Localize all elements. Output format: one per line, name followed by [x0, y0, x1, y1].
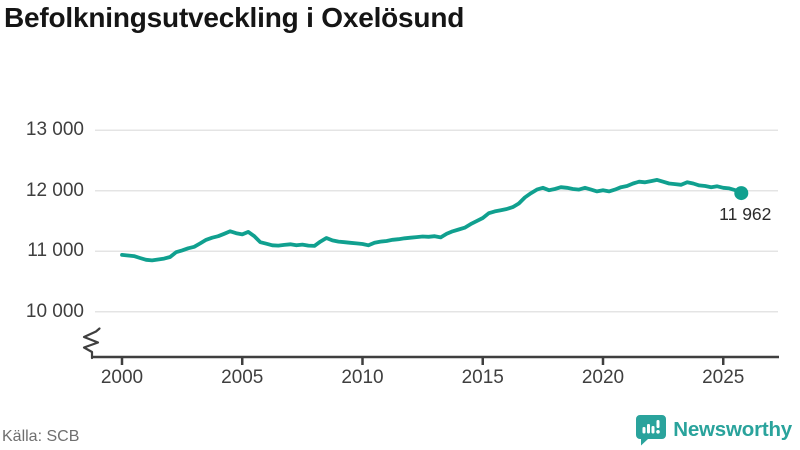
y-tick-label: 11 000 [27, 240, 84, 262]
gridlines [95, 129, 778, 313]
x-tick-label: 2025 [702, 367, 745, 388]
y-tick-label: 13 000 [25, 119, 84, 141]
y-tick-label: 12 000 [25, 179, 84, 201]
x-tick-label: 2015 [461, 367, 504, 388]
x-tick-label: 2000 [100, 367, 144, 388]
newsworthy-wordmark: Newsworthy [673, 418, 792, 441]
chart-title: Befolkningsutveckling i Oxelösund [4, 2, 465, 33]
newsworthy-bubble-chart-icon [636, 415, 667, 446]
x-tick-label: 2020 [581, 367, 625, 388]
y-tick-label: 10 000 [25, 300, 84, 322]
population-series-line [120, 177, 744, 263]
latest-value-dot [734, 186, 749, 201]
y-axis-break-icon [82, 327, 101, 360]
x-tick-label: 2010 [341, 367, 384, 388]
x-axis [92, 355, 779, 365]
x-tick-label: 2005 [221, 367, 264, 388]
newsworthy-logo: Newsworthy [636, 414, 792, 446]
source-label: Källa: SCB [2, 428, 80, 445]
latest-value-label: 11 962 [719, 204, 772, 225]
